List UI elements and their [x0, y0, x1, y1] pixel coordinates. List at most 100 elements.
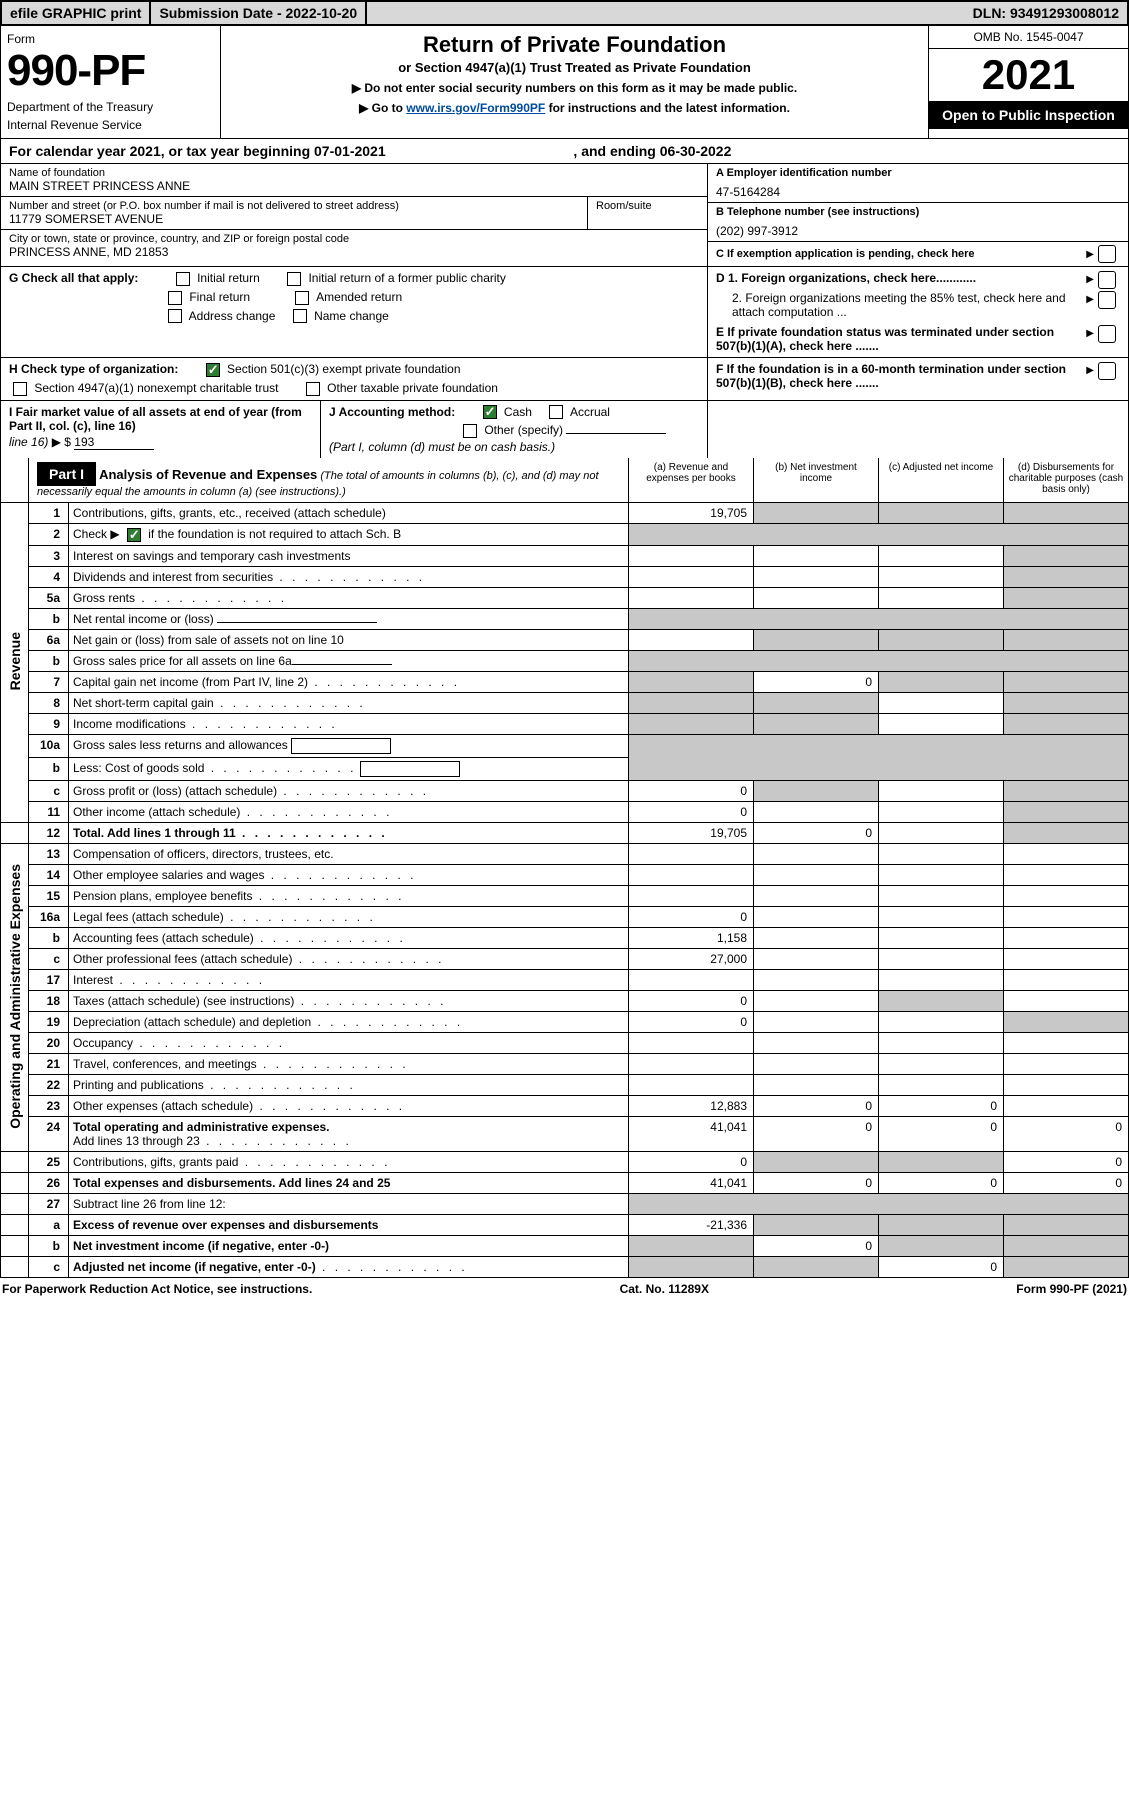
- col-d-val: [1004, 1075, 1129, 1096]
- e-checkbox[interactable]: [1098, 325, 1116, 343]
- 4947-checkbox[interactable]: [13, 382, 27, 396]
- row-2: 2 Check ▶ if the foundation is not requi…: [1, 524, 1129, 546]
- row-18: 18Taxes (attach schedule) (see instructi…: [1, 991, 1129, 1012]
- col-a-val: [629, 844, 754, 865]
- instr-ssn: ▶ Do not enter social security numbers o…: [227, 81, 922, 95]
- col-a-val: 41,041: [629, 1117, 754, 1152]
- line-num: 7: [29, 672, 69, 693]
- line-desc: Depreciation (attach schedule) and deple…: [69, 1012, 629, 1033]
- amended-return-checkbox[interactable]: [295, 291, 309, 305]
- address-cell: Number and street (or P.O. box number if…: [1, 197, 587, 229]
- col-d-val: [1004, 672, 1129, 693]
- form-number: 990-PF: [7, 46, 214, 96]
- line-num: 17: [29, 970, 69, 991]
- col-a-val: [629, 567, 754, 588]
- accrual-checkbox[interactable]: [549, 405, 563, 419]
- title-block: Form 990-PF Department of the Treasury I…: [0, 26, 1129, 139]
- initial-former-checkbox[interactable]: [287, 272, 301, 286]
- line-desc: Accounting fees (attach schedule): [69, 928, 629, 949]
- col-d-val: [1004, 802, 1129, 823]
- col-a-val: [629, 1075, 754, 1096]
- col-a-val: 0: [629, 1012, 754, 1033]
- col-b-val: 0: [754, 1096, 879, 1117]
- row-20: 20Occupancy: [1, 1033, 1129, 1054]
- col-a-val: [629, 1236, 754, 1257]
- col-d-val: [1004, 1215, 1129, 1236]
- line-num: b: [29, 651, 69, 672]
- col-b-val: [754, 546, 879, 567]
- row-22: 22Printing and publications: [1, 1075, 1129, 1096]
- street-address: 11779 SOMERSET AVENUE: [9, 212, 579, 226]
- other-method-checkbox[interactable]: [463, 424, 477, 438]
- col-c-val: [879, 781, 1004, 802]
- col-c-val: [879, 1236, 1004, 1257]
- row-19: 19Depreciation (attach schedule) and dep…: [1, 1012, 1129, 1033]
- info-left: Name of foundation MAIN STREET PRINCESS …: [1, 164, 708, 266]
- row-16b: bAccounting fees (attach schedule)1,158: [1, 928, 1129, 949]
- col-d-val: [1004, 1033, 1129, 1054]
- col-c-val: 0: [879, 1117, 1004, 1152]
- col-b-val: [754, 693, 879, 714]
- row-14: 14Other employee salaries and wages: [1, 865, 1129, 886]
- line-desc: Net investment income (if negative, ente…: [69, 1236, 629, 1257]
- col-d-val: [1004, 630, 1129, 651]
- name-label: Name of foundation: [9, 167, 699, 179]
- col-c-val: [879, 928, 1004, 949]
- name-change-checkbox[interactable]: [293, 309, 307, 323]
- line-desc: Other employee salaries and wages: [69, 865, 629, 886]
- col-b-val: [754, 714, 879, 735]
- col-c-val: [879, 546, 1004, 567]
- line-desc: Legal fees (attach schedule): [69, 907, 629, 928]
- ein-label: A Employer identification number: [716, 167, 1120, 179]
- col-d-val: [1004, 1054, 1129, 1075]
- col-a-val: [629, 865, 754, 886]
- col-c-val: 0: [879, 1173, 1004, 1194]
- col-c-header: (c) Adjusted net income: [878, 458, 1003, 502]
- initial-return-checkbox[interactable]: [176, 272, 190, 286]
- side-spacer: [1, 1173, 29, 1194]
- c-row: C If exemption application is pending, c…: [708, 242, 1128, 266]
- final-return-checkbox[interactable]: [168, 291, 182, 305]
- line-num: 13: [29, 844, 69, 865]
- other-method-input[interactable]: [566, 433, 666, 434]
- c-checkbox[interactable]: [1098, 245, 1116, 263]
- tax-year: 2021: [929, 49, 1128, 101]
- 501c3-checkbox[interactable]: [206, 363, 220, 377]
- col-c-val: [879, 503, 1004, 524]
- line-desc: Excess of revenue over expenses and disb…: [69, 1215, 629, 1236]
- col-c-val: [879, 1054, 1004, 1075]
- g-label: G Check all that apply:: [9, 271, 138, 285]
- other-taxable-checkbox[interactable]: [306, 382, 320, 396]
- line-desc: Capital gain net income (from Part IV, l…: [69, 672, 629, 693]
- col-a-val: [629, 1033, 754, 1054]
- col-d-val: [1004, 865, 1129, 886]
- col-b-val: [754, 1012, 879, 1033]
- col-b-val: [754, 886, 879, 907]
- col-d-val: [1004, 714, 1129, 735]
- col-c-val: [879, 1075, 1004, 1096]
- address-change-checkbox[interactable]: [168, 309, 182, 323]
- city-label: City or town, state or province, country…: [9, 233, 699, 245]
- line-num: 25: [29, 1152, 69, 1173]
- col-c-val: [879, 886, 1004, 907]
- f-checkbox[interactable]: [1098, 362, 1116, 380]
- col-b-val: 0: [754, 823, 879, 844]
- col-d-val: [1004, 886, 1129, 907]
- col-b-val: [754, 503, 879, 524]
- schb-checkbox[interactable]: [127, 528, 141, 542]
- line-num: 12: [29, 823, 69, 844]
- city-row: City or town, state or province, country…: [1, 230, 707, 262]
- part1-badge: Part I: [37, 462, 96, 486]
- irs-link[interactable]: www.irs.gov/Form990PF: [406, 101, 545, 115]
- cash-checkbox[interactable]: [483, 405, 497, 419]
- side-spacer: [1, 1257, 29, 1278]
- d1-checkbox[interactable]: [1098, 271, 1116, 289]
- line-num: b: [29, 758, 69, 781]
- d2-checkbox[interactable]: [1098, 291, 1116, 309]
- col-b-val: [754, 1075, 879, 1096]
- col-d-val: [1004, 1236, 1129, 1257]
- part1-title: Analysis of Revenue and Expenses: [99, 467, 317, 482]
- i-label: I Fair market value of all assets at end…: [9, 405, 302, 433]
- row-25: 25Contributions, gifts, grants paid00: [1, 1152, 1129, 1173]
- row-8: 8Net short-term capital gain: [1, 693, 1129, 714]
